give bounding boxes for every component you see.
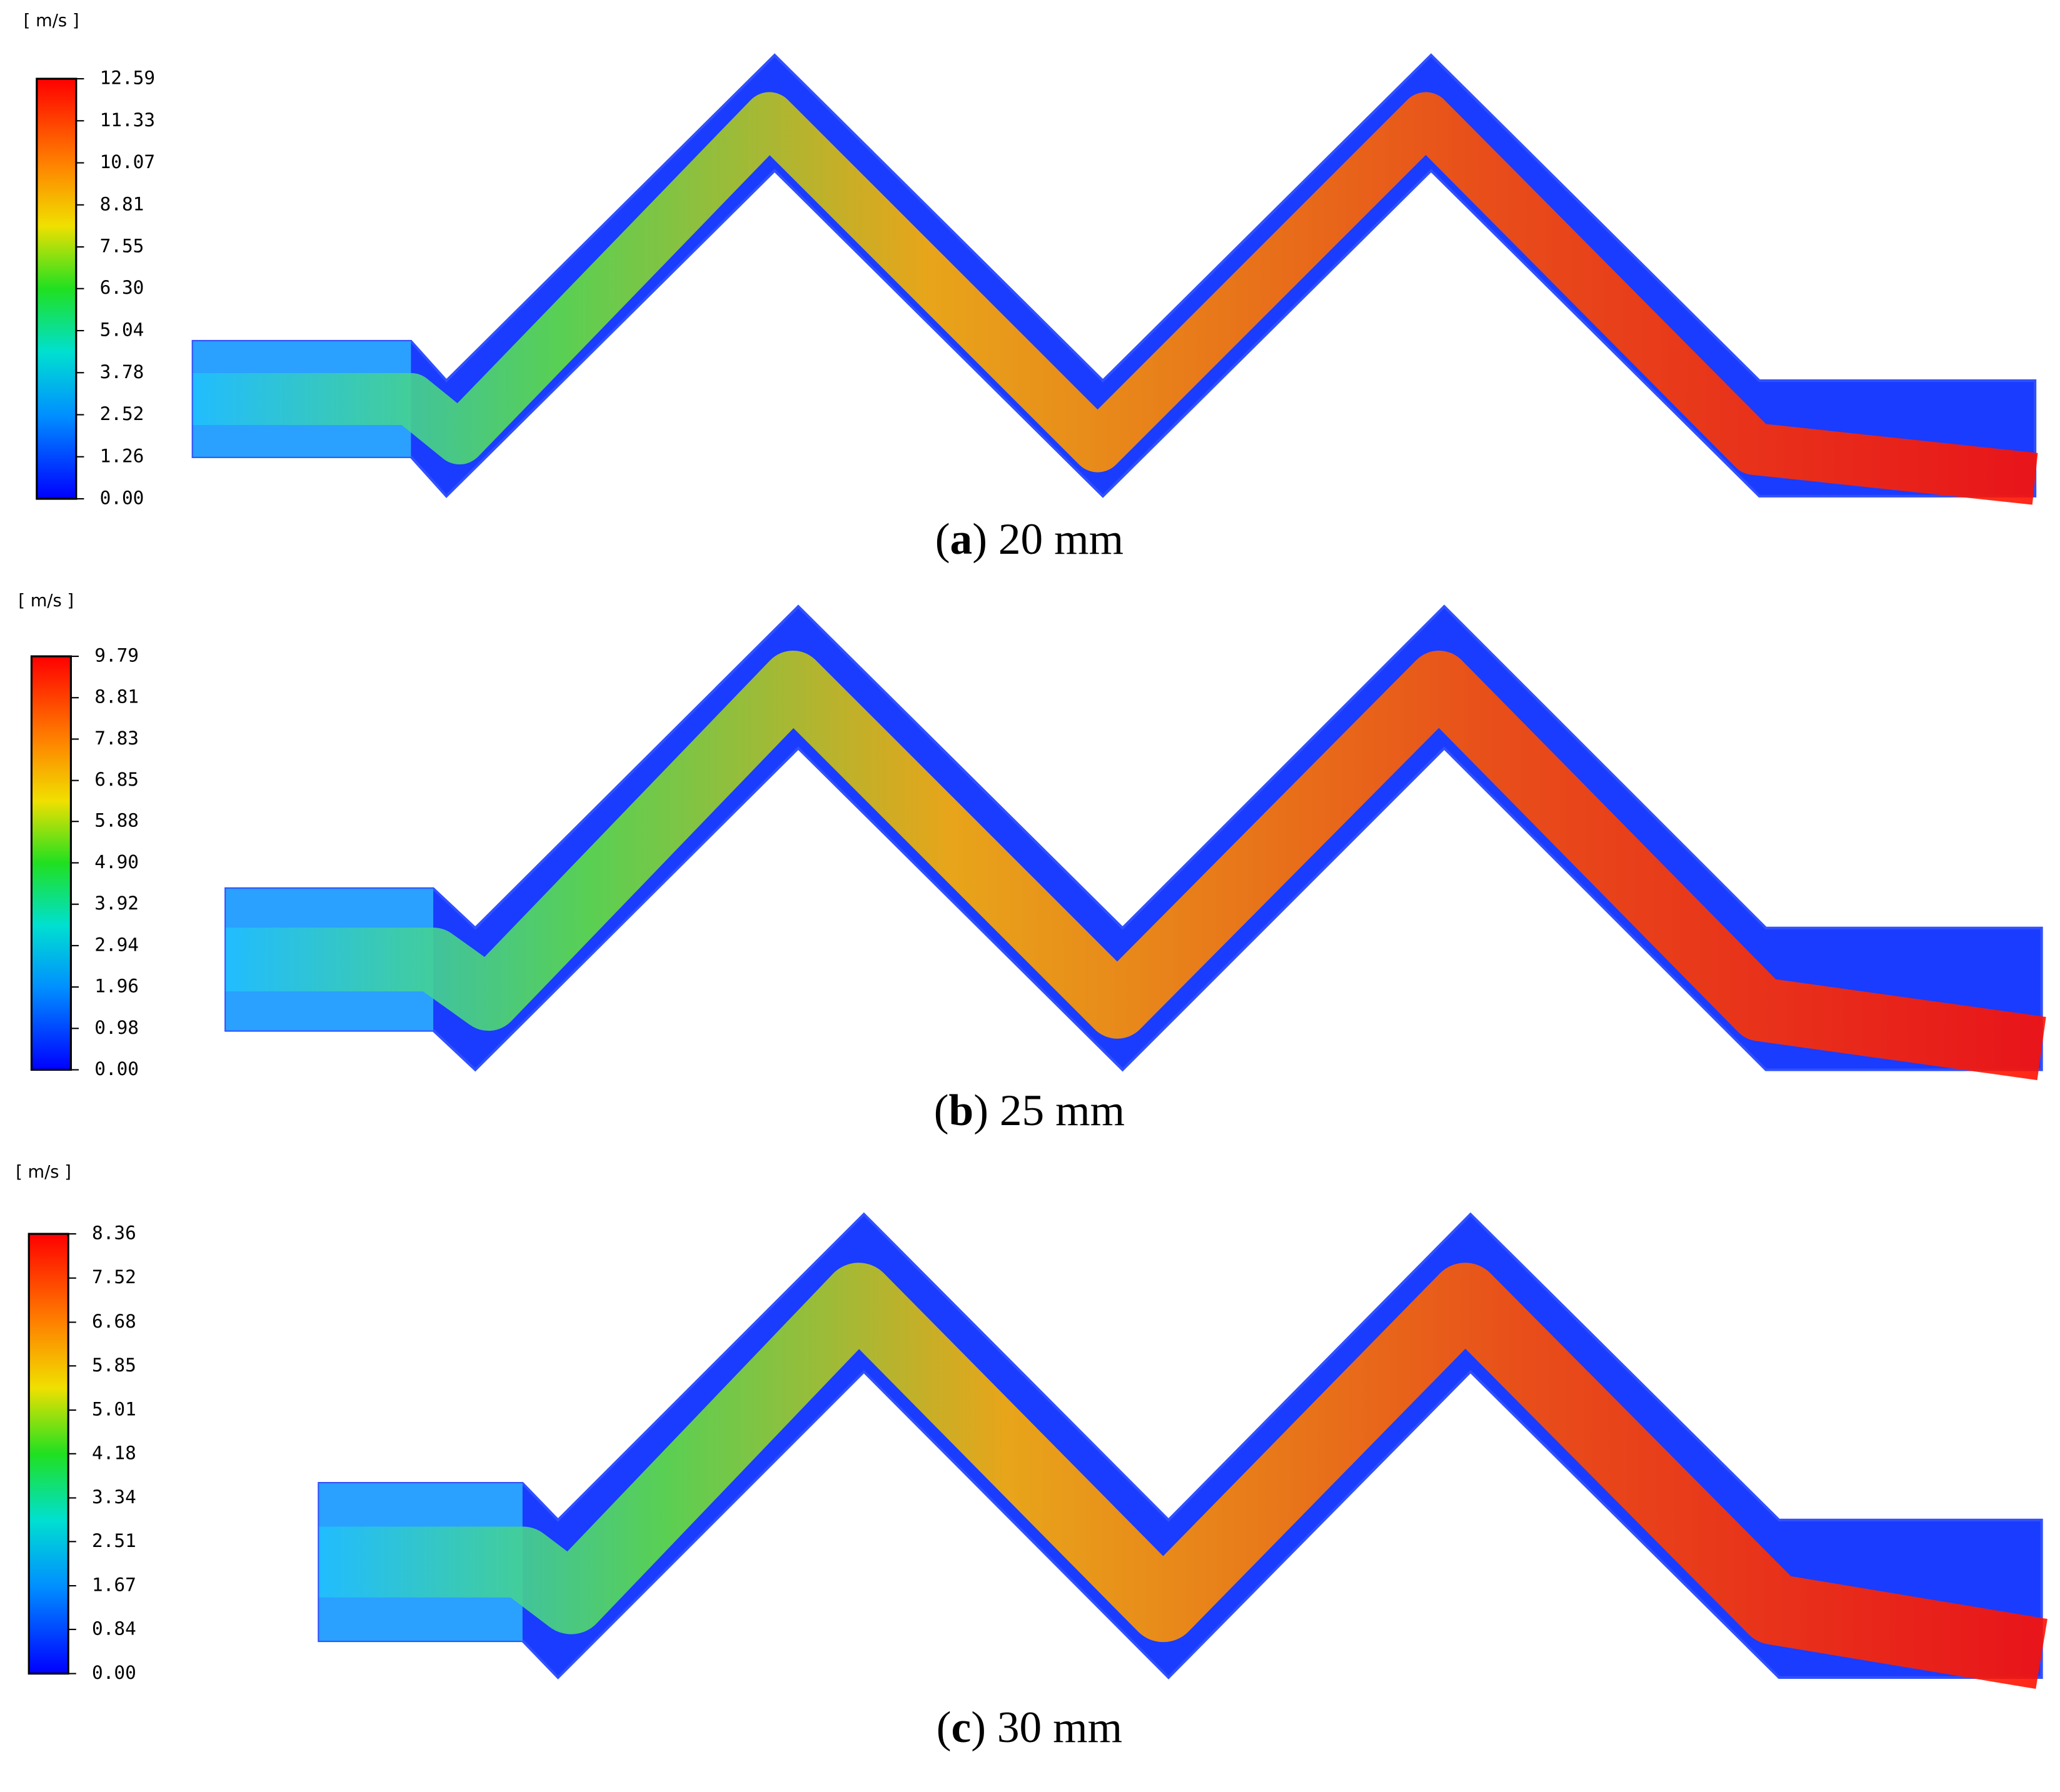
tick-label: 9.79 <box>94 645 139 666</box>
unit-label: [ m/s ] <box>16 1163 71 1182</box>
flow-core <box>226 650 2046 1081</box>
caption-text: ) 25 mm <box>973 1086 1125 1135</box>
caption-open: ( <box>937 1703 952 1752</box>
colorbar <box>36 78 78 500</box>
panel: [ m/s ] 12.59 11.33 10.07 8.81 7.55 6.30 5.04 3.… <box>24 11 2038 564</box>
tick-label: 4.18 <box>92 1442 136 1463</box>
tick-label: 7.55 <box>100 236 144 257</box>
tick-label: 0.98 <box>94 1017 139 1038</box>
tick-label: 3.78 <box>100 361 144 383</box>
tick-label: 3.34 <box>92 1486 136 1508</box>
panel: [ m/s ] 8.36 7.52 6.68 5.85 5.01 4.18 3.34 2.51 1… <box>16 1163 2047 1752</box>
panel: [ m/s ] 9.79 8.81 7.83 6.85 5.88 4.90 3.92 2.94 1… <box>18 591 2046 1135</box>
tick-label: 5.01 <box>92 1398 136 1419</box>
tick-label: 10.07 <box>100 151 155 173</box>
unit-label: [ m/s ] <box>18 591 74 611</box>
tick-label: 5.04 <box>100 319 144 341</box>
caption-open: ( <box>935 514 950 564</box>
tick-label: 1.26 <box>100 445 144 466</box>
tick-label: 0.00 <box>100 488 144 509</box>
tick-label: 1.67 <box>92 1574 136 1596</box>
tick-label: 1.96 <box>94 976 139 997</box>
flow-core <box>193 92 2038 505</box>
caption-label: c <box>952 1703 972 1752</box>
caption-text: ) 30 mm <box>971 1703 1122 1752</box>
tick-label: 0.84 <box>92 1618 136 1639</box>
tick-label: 8.81 <box>100 193 144 214</box>
caption-open: ( <box>934 1086 949 1135</box>
caption-label: a <box>950 514 973 564</box>
tick-label: 12.59 <box>100 68 155 89</box>
tick-label: 5.88 <box>94 810 139 831</box>
tick-label: 2.51 <box>92 1530 136 1551</box>
tick-label: 2.94 <box>94 934 139 955</box>
tick-label: 8.36 <box>92 1223 136 1244</box>
tick-label: 0.00 <box>94 1058 139 1079</box>
caption-label: b <box>949 1086 974 1135</box>
tick-label: 7.52 <box>92 1266 136 1288</box>
colorbar <box>30 655 72 1071</box>
tick-label: 8.81 <box>94 686 139 708</box>
tick-label: 6.68 <box>92 1311 136 1332</box>
unit-label: [ m/s ] <box>24 11 79 31</box>
tick-label: 4.90 <box>94 851 139 873</box>
tick-label: 11.33 <box>100 109 155 131</box>
caption-text: ) 20 mm <box>972 514 1123 564</box>
tick-label: 0.00 <box>92 1662 136 1683</box>
tick-label: 6.30 <box>100 277 144 298</box>
tick-label: 2.52 <box>100 403 144 424</box>
tick-label: 5.85 <box>92 1354 136 1376</box>
caption: (c) 30 mm <box>937 1703 1122 1752</box>
tick-label: 7.83 <box>94 728 139 749</box>
channel <box>318 1212 2043 1679</box>
flow-core <box>319 1263 2047 1689</box>
tick-label: 3.92 <box>94 893 139 914</box>
caption: (b) 25 mm <box>934 1086 1125 1135</box>
caption: (a) 20 mm <box>935 514 1123 564</box>
colorbar <box>28 1233 69 1675</box>
tick-label: 6.85 <box>94 769 139 790</box>
